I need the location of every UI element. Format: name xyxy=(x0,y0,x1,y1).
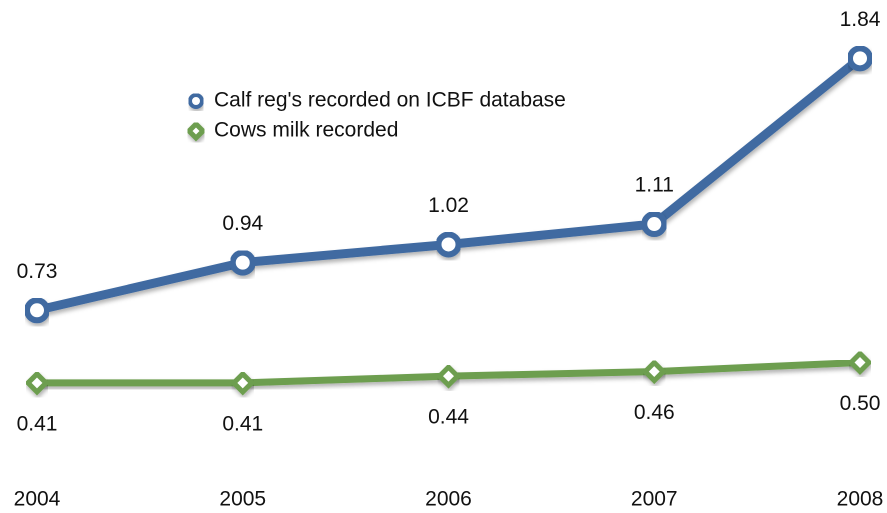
data-label: 0.94 xyxy=(222,212,263,235)
data-label: 0.44 xyxy=(428,406,469,429)
legend-label: Cows milk recorded xyxy=(214,119,398,142)
point-marker xyxy=(641,359,667,385)
data-label: 0.50 xyxy=(840,392,881,415)
data-label: 0.41 xyxy=(222,412,263,435)
point-marker xyxy=(24,370,50,396)
point-marker xyxy=(230,370,256,396)
x-tick-label: 2006 xyxy=(425,488,472,511)
point-marker xyxy=(229,249,256,276)
x-tick-label: 2004 xyxy=(14,488,61,511)
legend-label: Calf reg's recorded on ICBF database xyxy=(214,89,566,112)
data-label: 0.41 xyxy=(17,412,58,435)
point-marker xyxy=(641,211,668,238)
point-marker xyxy=(24,297,50,324)
data-label: 1.02 xyxy=(428,194,469,217)
point-marker xyxy=(847,349,873,376)
data-label: 0.46 xyxy=(634,401,675,424)
legend-marker xyxy=(185,120,207,142)
data-label: 0.73 xyxy=(17,260,58,283)
point-marker xyxy=(847,45,873,72)
data-label: 1.11 xyxy=(635,174,674,197)
x-tick-label: 2005 xyxy=(219,488,266,511)
point-marker xyxy=(435,363,462,389)
data-label: 1.84 xyxy=(840,8,881,31)
point-marker xyxy=(435,231,462,258)
legend-marker xyxy=(188,93,204,109)
x-tick-label: 2008 xyxy=(837,488,884,511)
x-tick-label: 2007 xyxy=(631,488,678,511)
